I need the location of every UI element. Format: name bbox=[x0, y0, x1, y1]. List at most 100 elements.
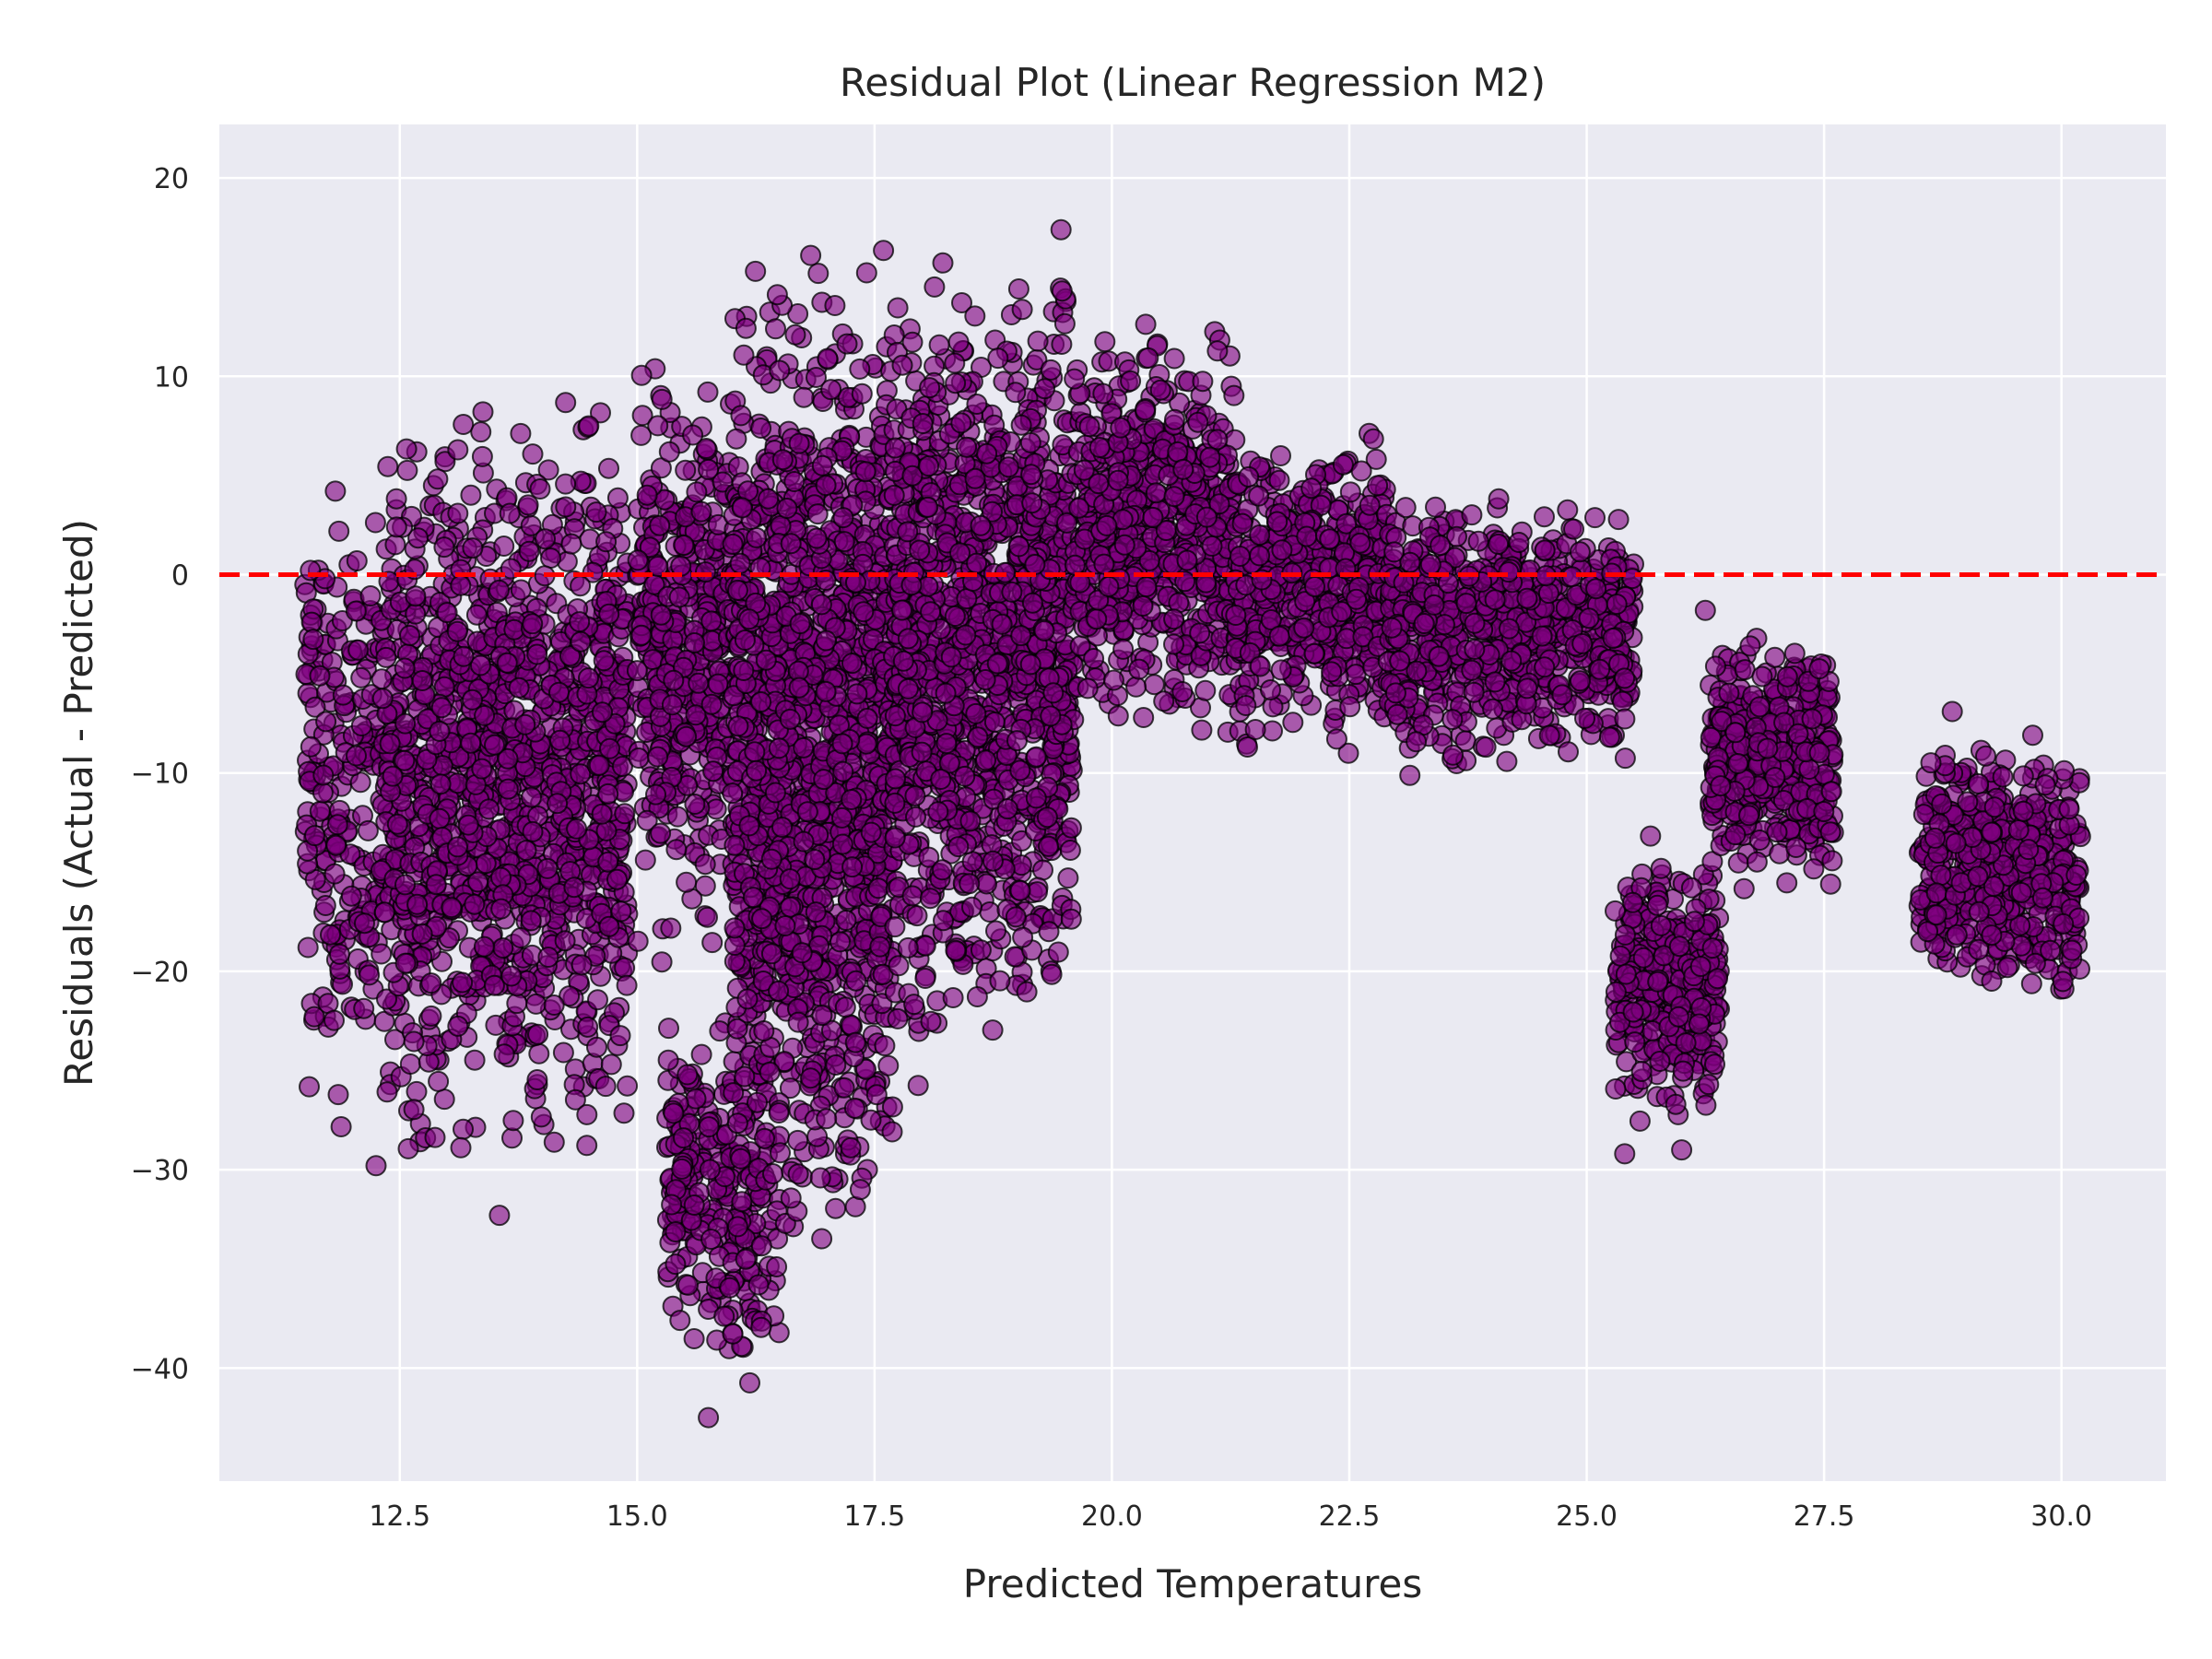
scatter-point bbox=[726, 1216, 748, 1238]
scatter-point bbox=[488, 579, 510, 601]
scatter-point bbox=[645, 783, 666, 806]
scatter-point bbox=[813, 769, 835, 791]
scatter-point bbox=[901, 885, 924, 907]
scatter-point bbox=[405, 585, 427, 607]
scatter-point bbox=[686, 481, 708, 503]
scatter-point bbox=[771, 817, 793, 838]
scatter-point bbox=[371, 668, 393, 690]
scatter-point bbox=[350, 715, 372, 736]
scatter-point bbox=[447, 836, 468, 858]
scatter-point bbox=[478, 798, 500, 820]
scatter-point bbox=[397, 1137, 419, 1159]
scatter-point bbox=[724, 917, 746, 939]
scatter-point bbox=[947, 836, 970, 858]
scatter-point bbox=[471, 445, 493, 467]
scatter-point bbox=[760, 848, 782, 870]
scatter-point bbox=[436, 602, 458, 624]
scatter-point bbox=[811, 1005, 833, 1027]
scatter-point bbox=[662, 629, 684, 651]
scatter-point bbox=[730, 405, 752, 427]
scatter-point bbox=[726, 1018, 748, 1040]
scatter-point bbox=[844, 1195, 866, 1218]
scatter-point bbox=[598, 603, 620, 625]
scatter-point bbox=[730, 1147, 752, 1170]
scatter-point bbox=[766, 1256, 788, 1277]
scatter-point bbox=[796, 801, 818, 823]
scatter-point bbox=[394, 657, 416, 679]
scatter-point bbox=[700, 1229, 723, 1250]
scatter-point bbox=[911, 741, 933, 763]
scatter-point bbox=[846, 683, 868, 705]
scatter-point bbox=[446, 620, 468, 642]
scatter-points bbox=[294, 218, 2091, 1429]
scatter-point bbox=[771, 449, 794, 471]
scatter-point bbox=[806, 503, 829, 525]
scatter-point bbox=[738, 608, 760, 630]
scatter-point bbox=[406, 1080, 428, 1102]
scatter-point bbox=[698, 458, 720, 480]
scatter-point bbox=[1005, 382, 1027, 404]
scatter-point bbox=[809, 1167, 831, 1189]
scatter-point bbox=[982, 1019, 1004, 1041]
scatter-point bbox=[780, 533, 802, 555]
scatter-point bbox=[570, 575, 592, 597]
scatter-point bbox=[464, 1049, 486, 1071]
scatter-point bbox=[975, 749, 996, 771]
scatter-point bbox=[685, 1088, 707, 1110]
scatter-point bbox=[1016, 981, 1038, 1003]
scatter-point bbox=[726, 1112, 748, 1135]
scatter-point bbox=[869, 935, 891, 958]
scatter-point bbox=[750, 418, 772, 439]
scatter-point bbox=[661, 694, 683, 716]
scatter-point bbox=[750, 1235, 772, 1257]
scatter-point bbox=[647, 415, 669, 437]
scatter-point bbox=[375, 646, 397, 668]
scatter-point bbox=[484, 734, 505, 756]
scatter-point bbox=[314, 895, 336, 916]
scatter-point bbox=[537, 947, 559, 968]
scatter-point bbox=[576, 1135, 598, 1157]
scatter-point bbox=[433, 676, 455, 698]
scatter-point bbox=[450, 574, 472, 596]
scatter-point bbox=[961, 851, 983, 873]
scatter-point bbox=[987, 347, 1009, 370]
scatter-point bbox=[569, 611, 591, 633]
scatter-point bbox=[658, 1018, 679, 1040]
scatter-point bbox=[552, 1041, 574, 1064]
scatter-point bbox=[399, 625, 420, 646]
scatter-point bbox=[780, 1187, 802, 1209]
scatter-point bbox=[810, 594, 832, 616]
scatter-point bbox=[376, 1081, 398, 1103]
scatter-point bbox=[669, 1310, 691, 1332]
scatter-point bbox=[502, 1110, 524, 1132]
scatter-point bbox=[560, 533, 582, 555]
scatter-point bbox=[515, 840, 537, 862]
scatter-point bbox=[800, 244, 822, 266]
scatter-point bbox=[768, 737, 790, 759]
scatter-point bbox=[768, 980, 790, 1002]
scatter-point bbox=[673, 535, 695, 557]
scatter-point bbox=[713, 1305, 735, 1327]
scatter-point bbox=[514, 713, 536, 735]
scatter-point bbox=[888, 955, 910, 977]
scatter-point bbox=[540, 547, 561, 569]
scatter-point bbox=[811, 454, 833, 477]
scatter-point bbox=[699, 1159, 721, 1181]
scatter-point bbox=[964, 305, 986, 327]
scatter-point bbox=[950, 412, 972, 434]
scatter-point bbox=[897, 521, 919, 543]
scatter-point bbox=[734, 1065, 756, 1088]
scatter-point bbox=[521, 786, 542, 808]
scatter-point bbox=[585, 501, 607, 524]
scatter-point bbox=[1059, 840, 1081, 861]
scatter-point bbox=[394, 712, 417, 735]
scatter-point bbox=[690, 500, 712, 523]
scatter-point bbox=[304, 696, 326, 718]
scatter-point bbox=[364, 512, 386, 534]
scatter-point bbox=[682, 424, 704, 446]
scatter-point bbox=[518, 540, 540, 562]
scatter-point bbox=[385, 516, 407, 538]
scatter-point bbox=[845, 970, 867, 992]
scatter-point bbox=[510, 579, 532, 601]
